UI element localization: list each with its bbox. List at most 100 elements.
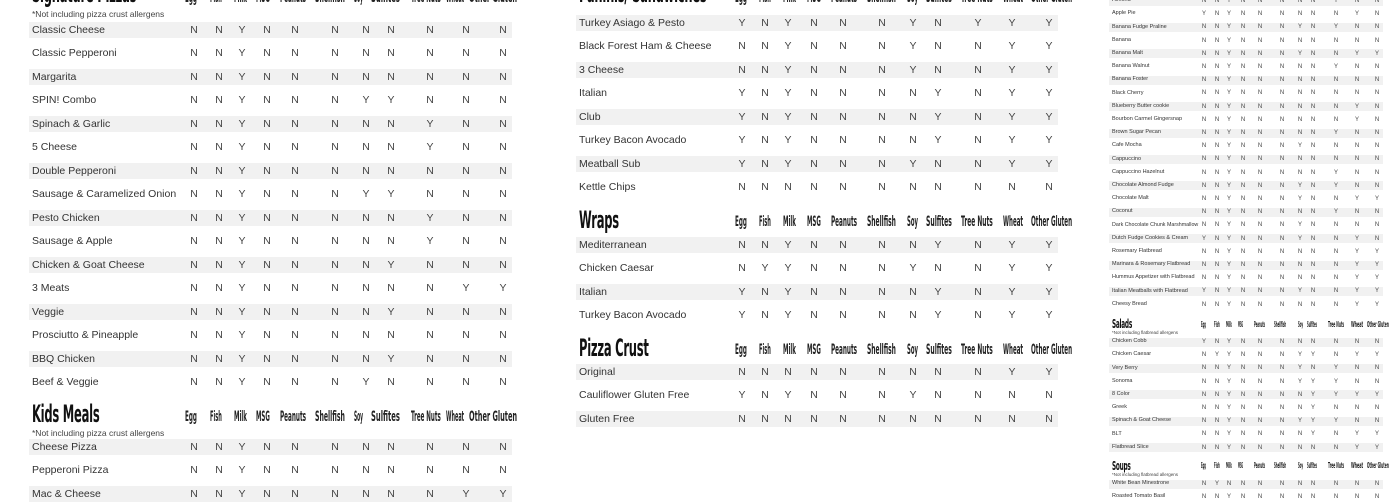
- allergen-value: N: [934, 16, 942, 29]
- allergen-value: N: [1297, 169, 1303, 176]
- allergen-value: N: [1240, 182, 1246, 189]
- allergen-value: N: [1297, 77, 1303, 84]
- allergen-value: N: [331, 211, 339, 224]
- allergen-value: N: [362, 211, 370, 224]
- allergen-value: N: [263, 282, 271, 295]
- allergen-value: N: [462, 141, 470, 154]
- allergen-value: N: [291, 141, 299, 154]
- allergen-value: N: [499, 329, 507, 342]
- row-stripe: [29, 210, 512, 226]
- allergen-value: N: [810, 16, 818, 29]
- allergen-value: N: [1354, 182, 1360, 189]
- allergen-value: Y: [909, 63, 917, 76]
- allergen-value: N: [1333, 196, 1339, 202]
- allergen-value: N: [1240, 64, 1246, 70]
- menu-item-name: Banana Walnut: [1112, 63, 1150, 70]
- allergen-value: Y: [1045, 309, 1053, 322]
- allergen-value: N: [1257, 50, 1263, 57]
- allergen-value: Y: [1226, 365, 1232, 372]
- allergen-value: Y: [1008, 309, 1016, 322]
- allergen-value: Y: [1310, 431, 1316, 438]
- allergen-value: N: [1214, 405, 1220, 411]
- allergen-value: N: [909, 412, 917, 425]
- menu-item-name: 3 Cheese: [579, 63, 624, 76]
- allergen-value: N: [331, 47, 339, 60]
- column-header: Shellfish: [1274, 320, 1287, 330]
- column-header: Shellfish: [867, 0, 896, 5]
- allergen-value: N: [331, 235, 339, 248]
- allergen-value: N: [1374, 481, 1380, 487]
- menu-item-name: Chicken Cobb: [1112, 338, 1147, 345]
- allergen-value: Y: [1045, 262, 1053, 275]
- allergen-value: N: [1214, 391, 1220, 398]
- row-stripe: [29, 486, 512, 502]
- allergen-value: Y: [387, 258, 395, 271]
- allergen-value: N: [909, 285, 917, 298]
- allergen-value: N: [1333, 405, 1339, 411]
- allergen-value: N: [1214, 0, 1220, 4]
- menu-item-name: Dutch Fudge Cookies & Cream: [1112, 234, 1189, 241]
- allergen-value: N: [1257, 37, 1263, 44]
- allergen-value: N: [878, 63, 886, 76]
- allergen-value: N: [499, 352, 507, 365]
- allergen-value: Y: [238, 211, 246, 224]
- allergen-value: N: [1310, 0, 1316, 4]
- allergen-value: N: [1214, 37, 1220, 44]
- allergen-value: N: [1279, 288, 1285, 295]
- allergen-value: N: [1240, 301, 1246, 308]
- allergen-value: N: [1214, 169, 1220, 176]
- allergen-value: Y: [426, 211, 434, 224]
- column-header: Fish: [210, 0, 222, 5]
- menu-item-name: Cheesy Bread: [1112, 300, 1147, 307]
- allergen-value: Y: [238, 23, 246, 36]
- column-header: Egg: [735, 0, 747, 5]
- allergen-value: N: [761, 389, 769, 402]
- allergen-value: N: [738, 365, 746, 378]
- section-title: Pizza Crust: [579, 334, 649, 362]
- menu-item-name: Original: [579, 365, 616, 378]
- menu-item-name: Classic Cheese: [32, 23, 105, 36]
- allergen-value: N: [1310, 37, 1316, 44]
- allergen-value: Y: [1226, 64, 1232, 70]
- allergen-value: N: [1045, 412, 1053, 425]
- allergen-value: Y: [1297, 418, 1303, 425]
- column-header: Milk: [783, 0, 796, 5]
- allergen-value: N: [1240, 222, 1246, 229]
- column-header: Sulfites: [1307, 320, 1318, 330]
- allergen-value: N: [1201, 444, 1207, 451]
- allergen-value: N: [190, 188, 198, 201]
- allergen-value: Y: [387, 305, 395, 318]
- allergen-value: Y: [784, 40, 792, 53]
- allergen-value: N: [974, 87, 982, 100]
- allergen-value: N: [263, 258, 271, 271]
- allergen-value: N: [1240, 418, 1246, 425]
- allergen-value: N: [190, 141, 198, 154]
- allergen-value: Y: [387, 188, 395, 201]
- menu-item-name: Gluten Free: [579, 412, 635, 425]
- allergen-value: N: [934, 181, 942, 194]
- allergen-value: N: [1297, 0, 1303, 4]
- column-header: Soy: [353, 409, 363, 425]
- allergen-value: N: [1279, 481, 1285, 487]
- allergen-value: N: [878, 238, 886, 251]
- allergen-value: Y: [1226, 444, 1232, 451]
- menu-item-name: Banana Malt: [1112, 50, 1143, 57]
- menu-item-name: Coconut: [1112, 208, 1133, 215]
- allergen-value: N: [738, 412, 746, 425]
- column-header: MSG: [256, 0, 270, 5]
- allergen-value: N: [499, 211, 507, 224]
- allergen-value: N: [1201, 262, 1207, 268]
- allergen-value: Y: [1045, 63, 1053, 76]
- allergen-value: Y: [238, 117, 246, 130]
- menu-item-name: Classic Pepperoni: [32, 47, 117, 60]
- menu-item-name: Turkey Asiago & Pesto: [579, 16, 685, 29]
- allergen-value: Y: [1297, 222, 1303, 229]
- allergen-value: N: [1297, 103, 1303, 110]
- menu-item-name: Very Berry: [1112, 364, 1138, 371]
- allergen-value: N: [1201, 391, 1207, 398]
- menu-item-name: Spinach & Goat Cheese: [1112, 417, 1172, 424]
- allergen-value: N: [1257, 209, 1263, 216]
- allergen-value: Y: [238, 94, 246, 107]
- allergen-value: N: [1257, 339, 1263, 345]
- allergen-value: Y: [738, 157, 746, 170]
